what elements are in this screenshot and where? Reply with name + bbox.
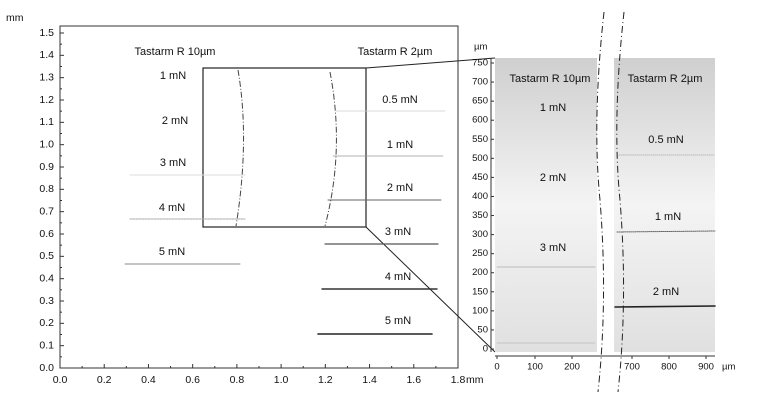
load-label: 2 mN [387,182,413,194]
x-tick-label: 0.8 [230,374,245,386]
x-unit: mm [466,374,484,386]
x-tick-label: 1.2 [318,374,333,386]
y-tick-label: 200 [472,267,488,278]
y-tick-label: 50 [477,324,488,335]
y-tick-label: 0.7 [39,205,54,217]
group-label: Tastarm R 10µm [135,46,216,58]
x-tick-label: 0.0 [53,374,68,386]
x-tick-label: 800 [661,362,677,373]
y-tick-label: 750 [472,58,488,69]
y-tick-label: 1.5 [39,27,54,39]
load-label: 5 mN [385,315,411,327]
x-tick-label: 0.2 [97,374,112,386]
y-tick-label: 450 [472,172,488,183]
y-tick-label: 1.4 [39,49,54,61]
y-tick-label: 0.3 [39,295,54,307]
zoom-image [495,58,597,352]
group-label: Tastarm R 2µm [358,46,433,58]
load-label: 2 mN [653,286,679,298]
load-label: 4 mN [385,271,411,283]
scratch [616,230,716,233]
y-tick-label: 250 [472,248,488,259]
load-label: 2 mN [540,172,566,184]
y-unit: mm [6,12,24,24]
load-label: 1 mN [160,70,186,82]
y-tick-label: 1.3 [39,71,54,83]
load-label: 3 mN [540,242,566,254]
scratch [614,305,716,308]
y-tick-label: 0.0 [39,362,54,374]
group-label: Tastarm R 10µm [510,73,591,85]
load-label: 0.5 mN [382,94,418,106]
y-tick-label: 600 [472,115,488,126]
y-tick-label: 700 [472,77,488,88]
y-tick-label: 500 [472,153,488,164]
load-label: 3 mN [160,157,186,169]
y-tick-label: 0.6 [39,228,54,240]
x-tick-label: 0.4 [141,374,156,386]
load-label: 3 mN [385,226,411,238]
scratch-curve [235,69,245,227]
zoom-box [202,67,367,228]
x-tick-label: 0.6 [185,374,200,386]
y-tick-label: 0.8 [39,183,54,195]
x-unit: µm [722,362,735,373]
x-tick-label: 100 [527,362,543,373]
load-label: 1 mN [540,102,566,114]
x-tick-label: 1.4 [362,374,377,386]
y-tick-label: 0.1 [39,339,54,351]
load-label: 2 mN [162,115,188,127]
y-tick-label: 300 [472,229,488,240]
y-tick-label: 0 [483,344,488,355]
y-tick-label: 100 [472,305,488,316]
scratches [124,110,716,344]
y-tick-label: 1.1 [39,116,54,128]
left-frame [59,25,459,369]
load-label: 1 mN [387,139,413,151]
x-tick-label: 900 [698,362,714,373]
y-unit: µm [474,42,487,53]
connector [365,57,496,69]
load-label: 5 mN [159,246,185,258]
y-tick-label: 0.4 [39,272,54,284]
y-tick-label: 400 [472,191,488,202]
zoom-image [614,58,715,352]
y-tick-label: 1.0 [39,138,54,150]
y-tick-label: 0.9 [39,161,54,173]
load-label: 1 mN [655,211,681,223]
y-tick-label: 550 [472,134,488,145]
load-label: 0.5 mN [648,134,684,146]
x-tick-label: 1.0 [274,374,289,386]
y-tick-label: 1.2 [39,94,54,106]
x-tick-label: 0 [494,362,499,373]
y-tick-label: 0.2 [39,317,54,329]
y-tick-label: 0.5 [39,250,54,262]
y-tick-label: 150 [472,286,488,297]
y-tick-label: 650 [472,96,488,107]
load-label: 4 mN [159,202,185,214]
x-tick-label: 200 [564,362,580,373]
group-label: Tastarm R 2µm [628,73,703,85]
y-tick-label: 350 [472,210,488,221]
scratch-curve [324,71,337,227]
x-tick-label: 1.6 [406,374,421,386]
break-line [616,11,625,393]
x-tick-label: 1.8 [451,374,466,386]
break-line [596,11,605,393]
x-tick-label: 700 [624,362,640,373]
